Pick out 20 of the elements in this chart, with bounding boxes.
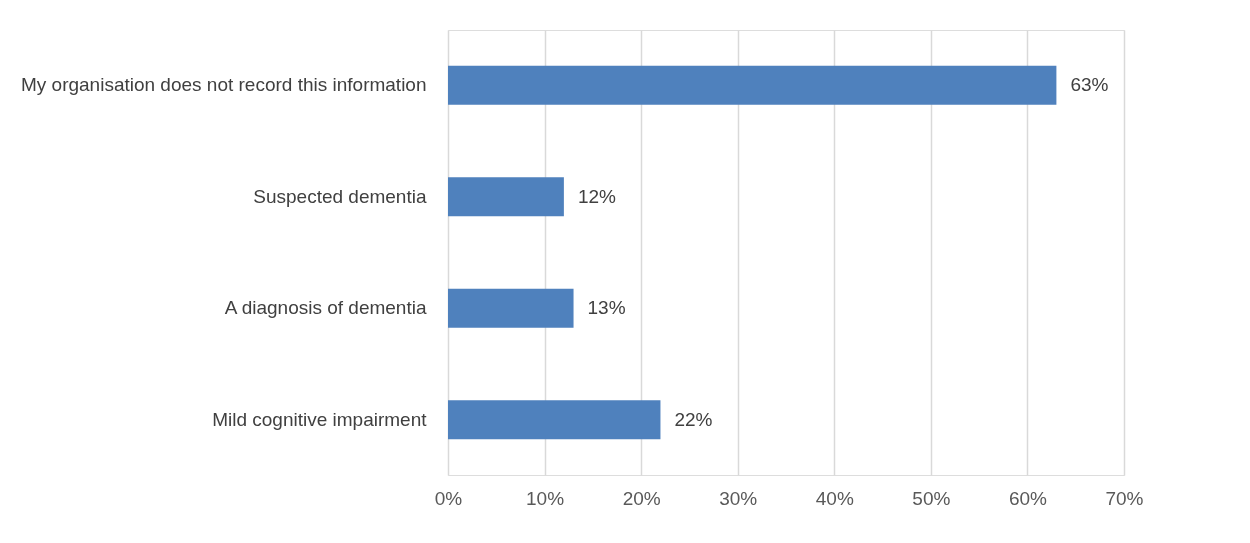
x-tick-label: 10% [526,487,565,509]
data-label: 22% [674,408,713,430]
x-tick-label: 70% [1105,487,1144,509]
x-tick-label: 30% [719,487,758,509]
x-tick-label: 40% [815,487,854,509]
bar [448,288,574,328]
x-tick-label: 60% [1008,487,1048,509]
x-tick-label: 0% [434,487,463,509]
x-tick-label: 20% [622,487,661,509]
data-label: 63% [1070,74,1109,96]
y-tick-label: My organisation does not record this information [20,74,427,96]
bar [448,65,1057,105]
y-tick-label: Mild cognitive impairment [212,408,428,430]
y-tick-label: Suspected dementia [253,185,427,207]
bar [448,400,661,440]
data-label: 12% [577,185,617,207]
data-label: 13% [587,297,626,319]
y-tick-label: A diagnosis of dementia [224,297,427,319]
x-tick-label: 50% [912,487,951,509]
bar [448,177,564,217]
